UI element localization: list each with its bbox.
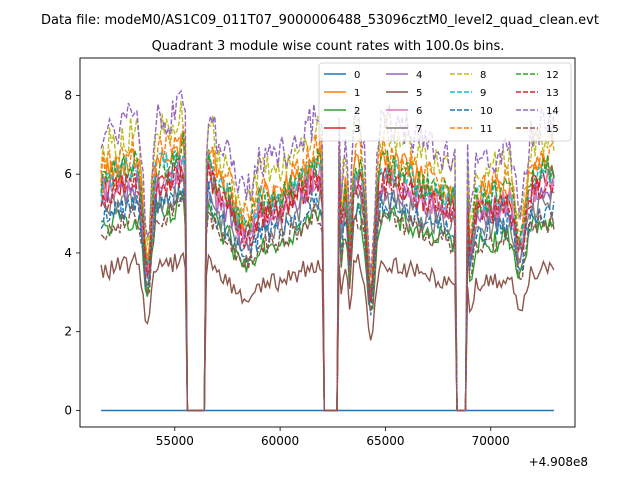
legend-label-4: 4 <box>416 70 422 81</box>
legend-label-13: 13 <box>546 88 559 99</box>
x-tick-label: 60000 <box>261 434 299 448</box>
x-tick-label: 55000 <box>156 434 194 448</box>
axis-layer: 55000 60000 65000 70000 0 2 4 6 8 <box>64 88 509 448</box>
legend-label-7: 7 <box>416 124 422 135</box>
legend-label-0: 0 <box>354 70 360 81</box>
y-tick-label: 0 <box>64 403 72 417</box>
y-tick-label: 8 <box>64 88 72 102</box>
legend-box <box>318 62 572 142</box>
legend-label-5: 5 <box>416 88 422 99</box>
legend-label-11: 11 <box>480 124 493 135</box>
series-line-15 <box>100 193 555 412</box>
legend-label-10: 10 <box>480 106 493 117</box>
y-tick-label: 6 <box>64 167 72 181</box>
legend-label-3: 3 <box>354 124 360 135</box>
legend-label-1: 1 <box>354 88 360 99</box>
chart-title: Quadrant 3 module wise count rates with … <box>152 39 505 54</box>
series-layer <box>100 89 555 412</box>
x-offset-label: +4.908e8 <box>529 455 588 469</box>
x-tick-label: 70000 <box>472 434 510 448</box>
legend-label-9: 9 <box>480 88 486 99</box>
series-line-8 <box>100 100 555 412</box>
legend-label-2: 2 <box>354 106 360 117</box>
legend-label-8: 8 <box>480 70 486 81</box>
chart-suptitle: Data file: modeM0/AS1C09_011T07_90000064… <box>41 13 599 28</box>
legend-label-6: 6 <box>416 106 422 117</box>
legend-label-15: 15 <box>546 124 559 135</box>
legend-label-14: 14 <box>546 106 559 117</box>
x-tick-label: 65000 <box>366 434 404 448</box>
plot-frame <box>79 57 576 428</box>
y-tick-label: 2 <box>64 325 72 339</box>
y-tick-label: 4 <box>64 246 72 260</box>
legend-label-12: 12 <box>546 70 559 81</box>
